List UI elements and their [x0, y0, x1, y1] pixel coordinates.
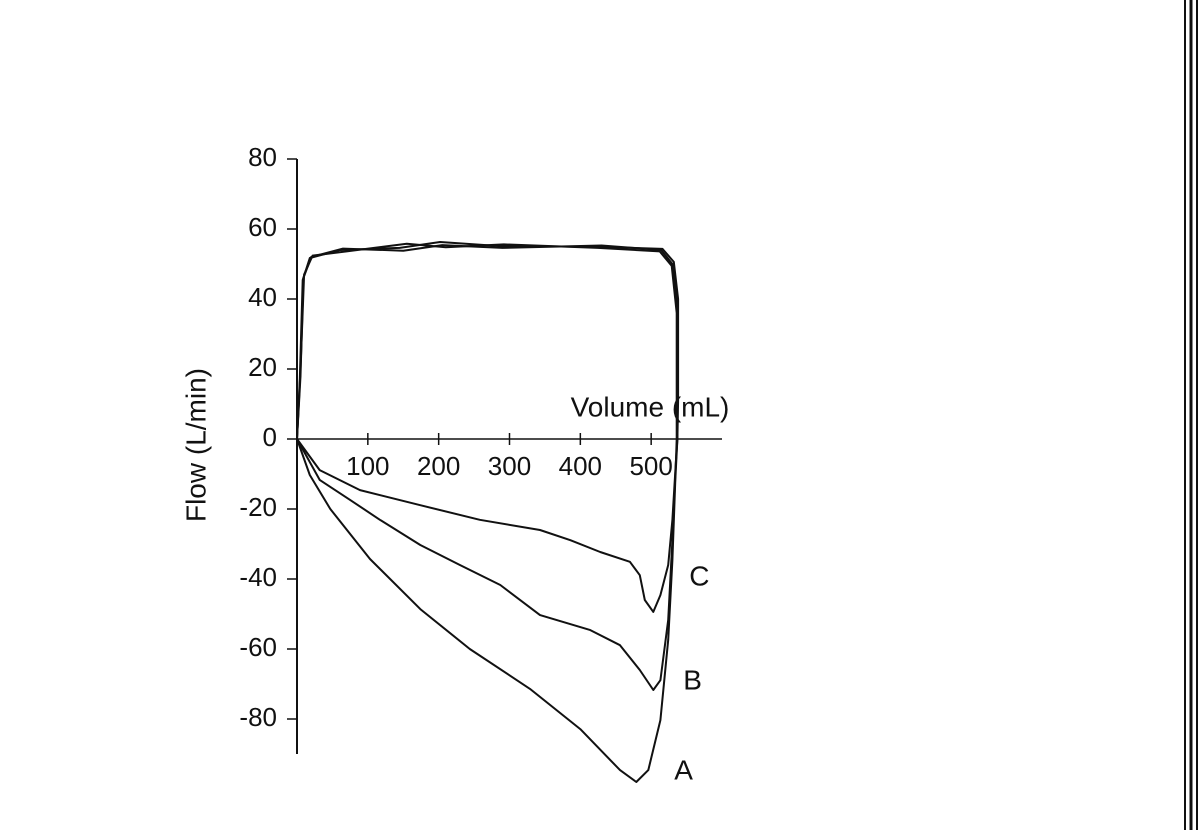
y-tick-label: 40 — [248, 282, 277, 312]
y-tick-label: -60 — [239, 632, 277, 662]
flow-volume-loop — [296, 241, 680, 783]
x-tick-label: 500 — [629, 451, 672, 481]
flow-volume-loop — [296, 242, 678, 613]
y-tick-label: -40 — [239, 562, 277, 592]
x-tick-label: 300 — [488, 451, 531, 481]
y-tick-label: -80 — [239, 702, 277, 732]
x-tick-label: 100 — [346, 451, 389, 481]
x-tick-label: 400 — [559, 451, 602, 481]
y-tick-label: 0 — [263, 422, 277, 452]
y-axis-label: Flow (L/min) — [180, 368, 211, 522]
y-tick-label: 20 — [248, 352, 277, 382]
curve-label: B — [683, 664, 702, 695]
y-tick-label: 60 — [248, 212, 277, 242]
x-tick-label: 200 — [417, 451, 460, 481]
x-axis-label: Volume (mL) — [571, 391, 730, 422]
flow-volume-loop — [296, 244, 679, 691]
curve-label: A — [674, 754, 693, 785]
y-tick-label: -20 — [239, 492, 277, 522]
curve-label: C — [689, 560, 709, 591]
y-tick-label: 80 — [248, 142, 277, 172]
